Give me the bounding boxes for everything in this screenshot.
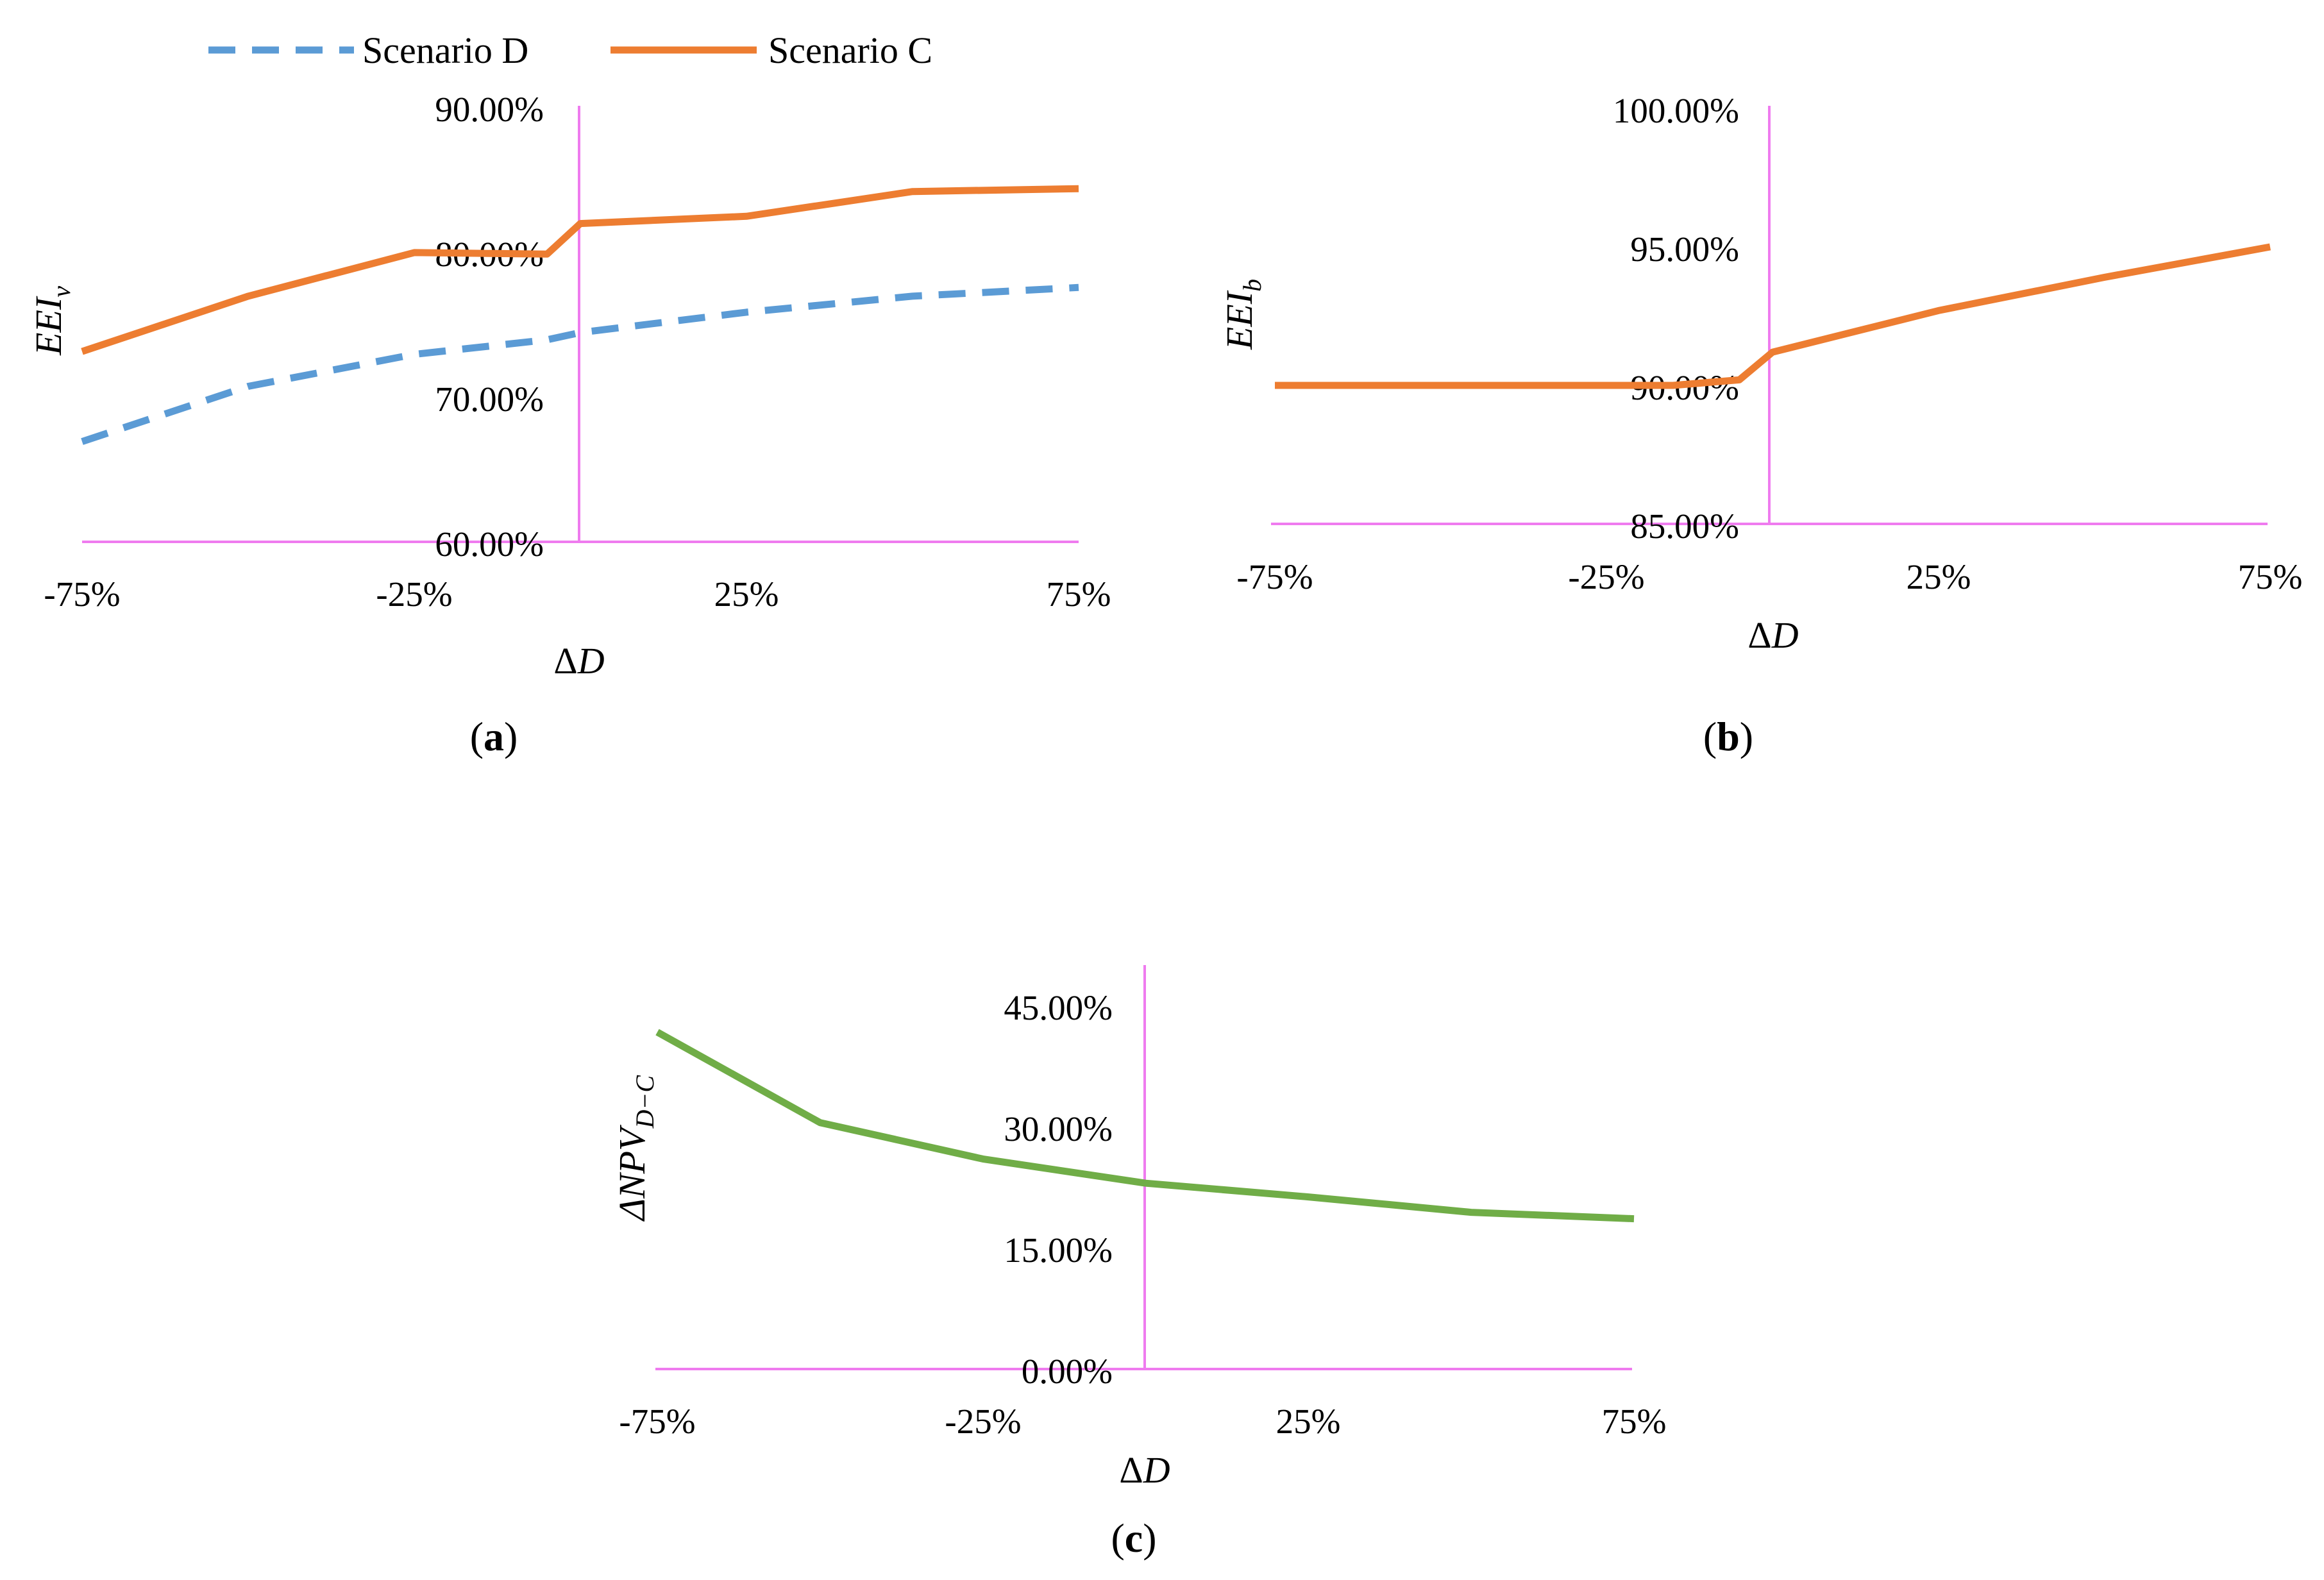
panel-a-xtick-3: 75% xyxy=(1047,575,1111,614)
panel-a-x-title: ΔD xyxy=(553,640,604,682)
chart-panel-c: 0.00% 15.00% 30.00% 45.00% -75% -25% 25%… xyxy=(611,965,1666,1561)
panel-c-xtick-0: -75% xyxy=(619,1402,695,1441)
panel-b-ytick-3: 100.00% xyxy=(1613,91,1739,130)
panel-b-y-title-main: EEI xyxy=(1218,290,1260,350)
panel-b-xtick-2: 25% xyxy=(1907,557,1971,596)
panel-a-xtick-0: -75% xyxy=(44,575,120,614)
panel-a-x-title-delta: Δ xyxy=(553,640,577,682)
panel-b-x-title: ΔD xyxy=(1747,614,1798,656)
panel-c-ytick-2: 30.00% xyxy=(1004,1109,1113,1148)
legend-scenario-c-label: Scenario C xyxy=(768,29,932,71)
legend: Scenario D Scenario C xyxy=(208,29,932,71)
panel-c-ytick-1: 15.00% xyxy=(1004,1231,1113,1270)
panel-a-y-title: EEIv xyxy=(28,286,76,356)
legend-scenario-d-label: Scenario D xyxy=(362,29,528,71)
panel-a-y-title-main: EEI xyxy=(28,296,69,356)
panel-b-xtick-3: 75% xyxy=(2238,557,2303,596)
panel-b-ytick-0: 85.00% xyxy=(1630,507,1739,546)
panel-b-y-title-sub: b xyxy=(1238,279,1267,292)
panel-a-y-title-sub: v xyxy=(47,286,76,298)
panel-c-label: (c) xyxy=(1111,1515,1156,1561)
panel-b-x-title-var: D xyxy=(1771,614,1799,656)
panel-b-label: (b) xyxy=(1703,714,1753,759)
panel-c-x-title-var: D xyxy=(1143,1449,1170,1491)
panel-a-series-scenario-d-line xyxy=(81,283,1079,445)
chart-panel-a: 60.00% 70.00% 80.00% 90.00% -75% -25% 25… xyxy=(28,90,1111,759)
panel-b-label-letter: b xyxy=(1717,714,1740,759)
panel-b-series-scenario-c-line xyxy=(1275,243,2271,389)
panel-c-x-title-delta: Δ xyxy=(1119,1449,1143,1491)
panel-c-y-title-main: ΔNPV xyxy=(611,1124,653,1222)
panel-c-xtick-2: 25% xyxy=(1276,1402,1341,1441)
panel-a-xtick-2: 25% xyxy=(714,575,779,614)
chart-panel-b: 85.00% 90.00% 95.00% 100.00% -75% -25% 2… xyxy=(1218,91,2302,759)
panel-a-ytick-3: 90.00% xyxy=(435,90,544,129)
panel-c-xtick-3: 75% xyxy=(1602,1402,1667,1441)
panel-b-ytick-2: 95.00% xyxy=(1630,230,1739,269)
panel-c-ytick-3: 45.00% xyxy=(1004,988,1113,1027)
panel-a-series-scenario-c-line xyxy=(81,185,1079,355)
panel-a-x-title-var: D xyxy=(577,640,605,682)
panel-b-y-title: EEIb xyxy=(1218,279,1267,350)
panel-b-xtick-0: -75% xyxy=(1236,557,1313,596)
panel-c-x-title: ΔD xyxy=(1119,1449,1170,1491)
panel-c-label-letter: c xyxy=(1125,1515,1143,1561)
panel-a-xtick-1: -25% xyxy=(376,575,452,614)
panel-a-ytick-1: 70.00% xyxy=(435,380,544,419)
panel-b-x-title-delta: Δ xyxy=(1747,614,1771,656)
panel-a-label: (a) xyxy=(470,714,518,759)
panel-c-series-npv-line xyxy=(655,1029,1635,1223)
panel-c-xtick-1: -25% xyxy=(945,1402,1021,1441)
panel-b-xtick-1: -25% xyxy=(1568,557,1644,596)
panel-a-label-letter: a xyxy=(484,714,504,759)
panel-c-y-title: ΔNPVD−C xyxy=(611,1075,659,1222)
panel-a-ytick-0: 60.00% xyxy=(435,525,544,564)
panel-c-ytick-0: 0.00% xyxy=(1022,1352,1113,1391)
panel-c-y-title-sub: D−C xyxy=(630,1075,659,1129)
